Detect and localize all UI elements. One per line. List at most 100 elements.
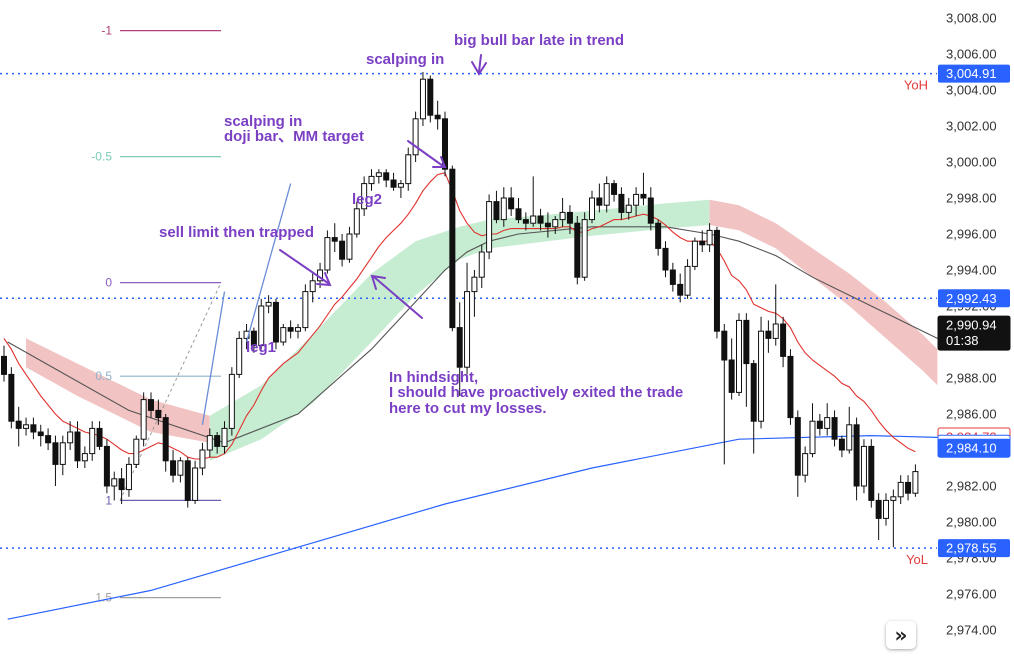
scroll-to-realtime-button[interactable]: »	[886, 621, 916, 649]
y-tick-label: 3,004.00	[946, 83, 997, 98]
candle	[375, 169, 382, 184]
fib-level-label: -0.5	[91, 150, 112, 164]
candle-body	[59, 442, 66, 465]
candle-body	[331, 237, 338, 242]
arrow-icon	[279, 54, 487, 319]
candle	[250, 327, 257, 353]
candle	[603, 176, 610, 213]
band-red-right	[709, 199, 938, 386]
candle-body	[287, 327, 294, 332]
candle	[405, 147, 412, 191]
candle-body	[721, 330, 728, 361]
candle	[155, 399, 162, 425]
candle-body	[184, 460, 191, 501]
candle-body	[434, 114, 441, 120]
fib-level-label: 1.5	[95, 591, 112, 605]
candle	[699, 230, 706, 252]
y-tick-label: 2,982.00	[946, 479, 997, 494]
candle-body	[449, 168, 456, 329]
candle	[280, 324, 287, 346]
candle	[287, 320, 294, 339]
candle	[412, 111, 419, 162]
candle	[750, 360, 757, 454]
candle-body	[802, 453, 809, 476]
candle-body	[640, 193, 647, 199]
candle-body	[23, 424, 30, 429]
candle-body	[905, 481, 912, 494]
candle	[478, 244, 485, 288]
candle-body	[30, 424, 37, 433]
candle-body	[589, 197, 595, 221]
candle	[324, 230, 331, 274]
y-tick-label: 2,998.00	[946, 191, 997, 206]
candle	[537, 208, 544, 231]
candle	[743, 313, 750, 407]
trend-lines[interactable]	[201, 183, 292, 425]
annotation-hindsight-2: I should have proactively exited the tra…	[389, 384, 683, 401]
band-red-left	[26, 338, 210, 443]
candle-body	[52, 442, 59, 465]
candle-body	[765, 330, 772, 339]
candle-body	[750, 363, 757, 422]
candle-body	[559, 211, 566, 221]
candle	[258, 298, 265, 350]
candle-body	[853, 424, 860, 487]
fib-level-label: 1	[105, 493, 112, 507]
candle-body	[295, 327, 301, 332]
fib-level-label: 0	[105, 276, 112, 290]
candle-body	[309, 280, 316, 293]
candle-body	[883, 499, 889, 519]
candle	[530, 176, 537, 227]
candle	[346, 226, 353, 263]
candle-body	[890, 496, 897, 501]
candle	[295, 324, 301, 339]
candle-body	[375, 172, 382, 177]
fib-retracement[interactable]: -1 -0.5 0 0.5 1 1.5	[91, 24, 222, 605]
candle-body	[170, 460, 177, 476]
candle-body	[552, 219, 559, 228]
candle-body	[860, 445, 867, 487]
annotation-sell-limit: sell limit then trapped	[159, 224, 314, 241]
candle-body	[265, 301, 272, 307]
y-tick-label: 3,002.00	[946, 119, 997, 134]
candle	[508, 187, 515, 216]
candle	[566, 205, 573, 234]
candle-body	[500, 197, 507, 221]
candle-body	[838, 438, 845, 451]
candle	[74, 421, 81, 468]
candles[interactable]	[1, 72, 919, 548]
annotation-hindsight-1: In hindsight,	[389, 369, 478, 386]
double-chevron-right-icon: »	[894, 623, 908, 647]
candle	[390, 172, 397, 191]
candle	[309, 273, 316, 303]
candle-body	[390, 179, 397, 188]
candle-body	[148, 399, 154, 411]
candle-body	[383, 172, 390, 181]
candle-body	[603, 183, 610, 206]
candle	[456, 302, 463, 396]
candle-body	[412, 118, 419, 156]
candle	[170, 450, 177, 483]
candle-body	[272, 301, 279, 343]
candle	[221, 421, 228, 454]
candle	[1, 345, 7, 382]
candle-body	[103, 445, 110, 487]
candle-body	[772, 323, 779, 339]
annotation-scalping-in-mid: scalping in	[224, 113, 302, 130]
candle-body	[206, 435, 213, 451]
price-line-badge-label: 2,992.43	[946, 291, 997, 306]
candle	[758, 316, 765, 429]
annotation-scalping-in-top: scalping in	[366, 51, 444, 68]
candle	[544, 212, 551, 238]
candle	[669, 262, 676, 292]
candle-body	[596, 197, 603, 206]
candle	[912, 464, 919, 497]
candle-body	[787, 355, 794, 419]
candle	[81, 446, 88, 468]
candle-body	[45, 435, 52, 444]
candle	[853, 417, 860, 501]
candle	[500, 187, 507, 227]
candle	[15, 406, 22, 447]
candle-body	[669, 269, 676, 285]
